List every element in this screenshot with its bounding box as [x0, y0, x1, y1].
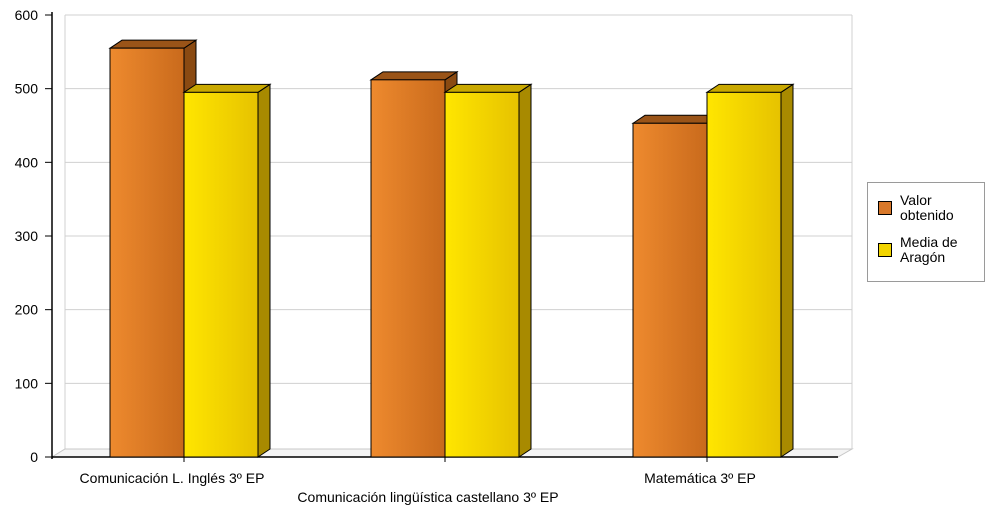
bar-side [518, 83, 532, 458]
category-label: Matemática 3º EP [644, 470, 756, 486]
bar-top [705, 83, 795, 93]
legend-label: Valor obtenido [900, 193, 970, 223]
bar-top [631, 114, 721, 124]
y-tick-label: 200 [15, 302, 39, 318]
bar [370, 79, 446, 458]
bar [632, 122, 708, 458]
legend: Valor obtenido Media de Aragón [867, 182, 985, 282]
legend-item-media-aragon: Media de Aragón [878, 235, 970, 265]
legend-swatch-orange [878, 201, 892, 215]
category-label: Comunicación lingüística castellano 3º E… [297, 489, 558, 505]
bar [183, 91, 259, 458]
y-tick-label: 500 [15, 81, 39, 97]
y-tick-label: 300 [15, 228, 39, 244]
bar [706, 91, 782, 458]
legend-label-line: Media de [900, 234, 958, 250]
category-label: Comunicación L. Inglés 3º EP [80, 470, 265, 486]
bar-side [257, 83, 271, 458]
legend-label-line: Aragón [900, 249, 946, 265]
legend-swatch-yellow [878, 243, 892, 257]
legend-label-line: obtenido [900, 207, 954, 223]
bar-side [780, 83, 794, 458]
y-tick-label: 100 [15, 375, 39, 391]
bar-top [443, 83, 533, 93]
bar-top [369, 71, 459, 81]
legend-label: Media de Aragón [900, 235, 970, 265]
legend-item-valor-obtenido: Valor obtenido [878, 193, 970, 223]
category-labels: Comunicación L. Inglés 3º EP Comunicación… [80, 470, 756, 505]
y-tick-label: 600 [15, 7, 39, 23]
bar [444, 91, 520, 458]
bar-top [182, 83, 272, 93]
bar-top [108, 39, 198, 49]
y-tick-label: 0 [30, 449, 38, 465]
bar [109, 47, 185, 458]
y-tick-label: 400 [15, 154, 39, 170]
legend-label-line: Valor [900, 192, 932, 208]
y-tick-labels: 0 100 200 300 400 500 600 [15, 7, 39, 465]
bars [108, 39, 795, 458]
